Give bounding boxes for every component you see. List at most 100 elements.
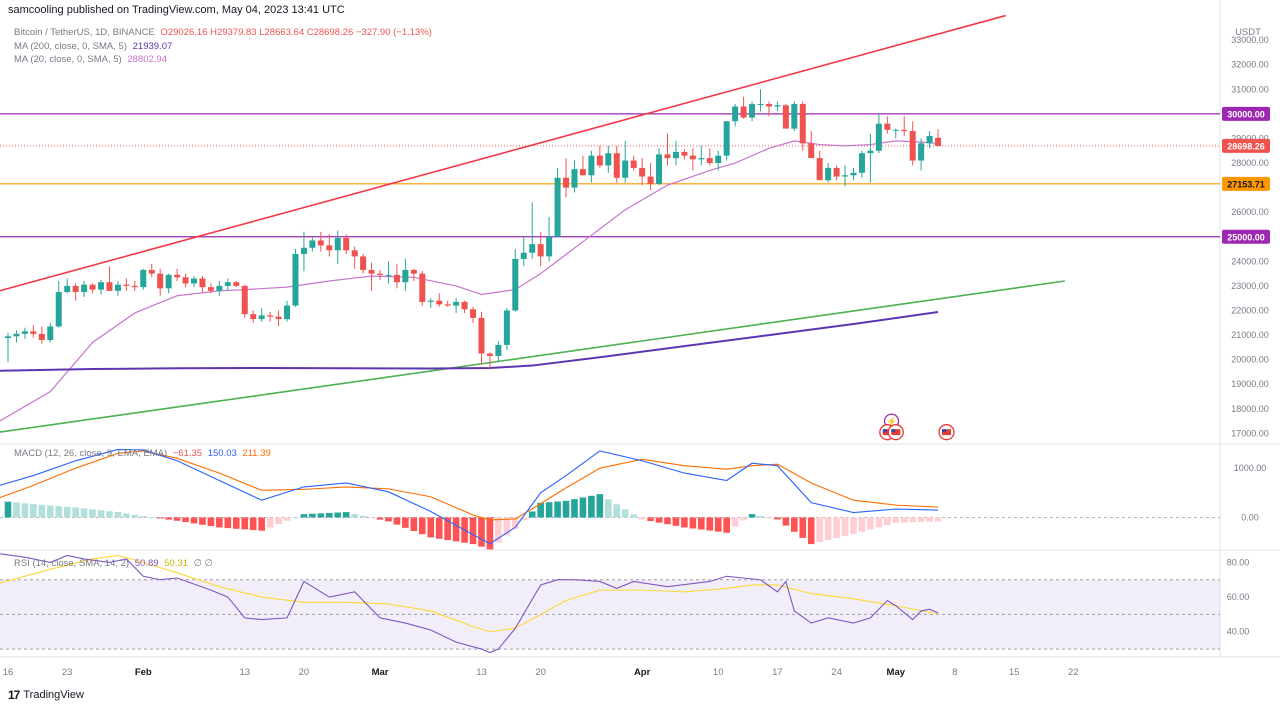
macd-histogram-bar [774, 517, 781, 520]
candle-body [867, 150, 874, 154]
macd-histogram-bar [503, 517, 511, 536]
macd-histogram-bar [807, 517, 815, 545]
macd-histogram-bar [512, 517, 519, 529]
macd-histogram-bar [638, 517, 646, 520]
candle-body [689, 155, 696, 160]
candle-body [749, 104, 756, 118]
macd-histogram-bar [30, 504, 37, 518]
candle-body [791, 104, 798, 129]
candle-body [935, 137, 942, 146]
candle-body [732, 106, 739, 122]
macd-histogram-bar [791, 517, 798, 532]
candle-body [757, 104, 764, 106]
price-axis-tag [1222, 138, 1270, 153]
macd-histogram-bar [664, 517, 671, 525]
resistance-trendline [0, 14, 1006, 292]
macd-histogram-bar [858, 517, 866, 532]
candle-body [258, 315, 265, 320]
macd-histogram-bar [309, 513, 316, 518]
price-axis-tag-text: 28698.26 [1227, 141, 1265, 151]
candle-body [918, 143, 925, 161]
macd-histogram-bar [672, 517, 680, 526]
macd-histogram-bar [444, 517, 451, 541]
ma20-value: 28802.94 [127, 54, 167, 65]
x-tick-label: 23 [62, 667, 73, 678]
rsi-ma-line [0, 554, 939, 633]
macd-histogram-bar [165, 517, 172, 520]
candle-body [875, 123, 882, 151]
macd-histogram-bar [588, 495, 595, 518]
candle-body [343, 237, 350, 251]
support-trendline [0, 280, 1065, 433]
candle-body [114, 284, 121, 291]
candle-body [571, 169, 578, 188]
lightning-glyph: ⚡ [886, 416, 897, 428]
rsi-ma-value: 50.31 [164, 558, 188, 569]
macd-histogram-bar [900, 517, 908, 523]
macd-histogram-bar [249, 517, 257, 531]
price-tick-label: 22000.00 [1231, 305, 1269, 315]
candle-body [453, 301, 460, 306]
candle-body [546, 236, 553, 257]
macd-histogram-bar [300, 514, 308, 518]
candle-body [5, 336, 11, 339]
rsi-line [0, 553, 939, 654]
candle-body [148, 269, 155, 274]
candle-body [470, 309, 477, 318]
macd-histogram-bar [579, 497, 587, 518]
symbol-legend[interactable]: Bitcoin / TetherUS, 1D, BINANCE O29026.1… [14, 27, 432, 38]
candle-body [926, 135, 933, 144]
macd-histogram-bar [139, 516, 147, 518]
macd-hist-value: −61.35 [172, 448, 203, 459]
candle-body [368, 269, 375, 274]
rsi-label: RSI (14, close, SMA, 14, 2) [14, 558, 130, 569]
candle-body [884, 123, 891, 130]
macd-histogram-bar [884, 517, 891, 526]
macd-histogram-bar [833, 517, 840, 539]
macd-histogram-bar [478, 517, 485, 547]
macd-histogram-bar [926, 517, 933, 522]
x-tick-label: 13 [476, 667, 487, 678]
candle-body [157, 273, 164, 289]
macd-histogram-bar [757, 515, 764, 518]
candle-body [858, 153, 865, 173]
candle-body [377, 273, 384, 275]
candle-body [833, 167, 840, 177]
macd-histogram-bar [283, 517, 291, 521]
ma20-label: MA (20, close, 0, SMA, 5) [14, 54, 122, 65]
candle-body [216, 285, 223, 291]
candle-body [715, 155, 722, 164]
x-tick-label: 13 [239, 667, 250, 678]
macd-histogram-bar [46, 505, 54, 518]
tradingview-logo[interactable]: 17 TradingView [8, 688, 84, 702]
rsi-legend[interactable]: RSI (14, close, SMA, 14, 2) 50.89 50.31 … [14, 558, 213, 569]
candle-body [579, 169, 586, 176]
macd-tick-label: 0.00 [1241, 512, 1259, 522]
candle-body [698, 158, 705, 160]
candle-body [419, 273, 426, 302]
ma20-legend[interactable]: MA (20, close, 0, SMA, 5) 28802.94 [14, 54, 167, 65]
price-tick-label: 17000.00 [1231, 428, 1269, 438]
price-tick-label: 20000.00 [1231, 355, 1269, 365]
macd-histogram-bar [681, 517, 688, 528]
macd-histogram-bar [621, 509, 629, 518]
macd-histogram-bar [207, 517, 215, 527]
price-axis-tag-text: 27153.71 [1227, 179, 1265, 189]
candle-body [486, 353, 493, 356]
candle-body [64, 285, 71, 293]
candle-body [393, 274, 400, 283]
macd-histogram-bar [706, 517, 714, 531]
candle-body [554, 177, 561, 237]
macd-histogram-bar [106, 511, 113, 518]
price-axis-tag-text: 30000.00 [1227, 109, 1265, 119]
candle-body [72, 285, 79, 293]
macd-histogram-bar [782, 517, 790, 526]
price-tick-label: 33000.00 [1231, 35, 1269, 45]
candle-body [850, 172, 857, 176]
macd-histogram-bar [410, 517, 418, 532]
ma200-legend[interactable]: MA (200, close, 0, SMA, 5) 21939.07 [14, 41, 172, 52]
candle-body [512, 258, 519, 311]
candle-body [317, 240, 324, 246]
macd-legend[interactable]: MACD (12, 26, close, 9, EMA, EMA) −61.35… [14, 448, 271, 459]
